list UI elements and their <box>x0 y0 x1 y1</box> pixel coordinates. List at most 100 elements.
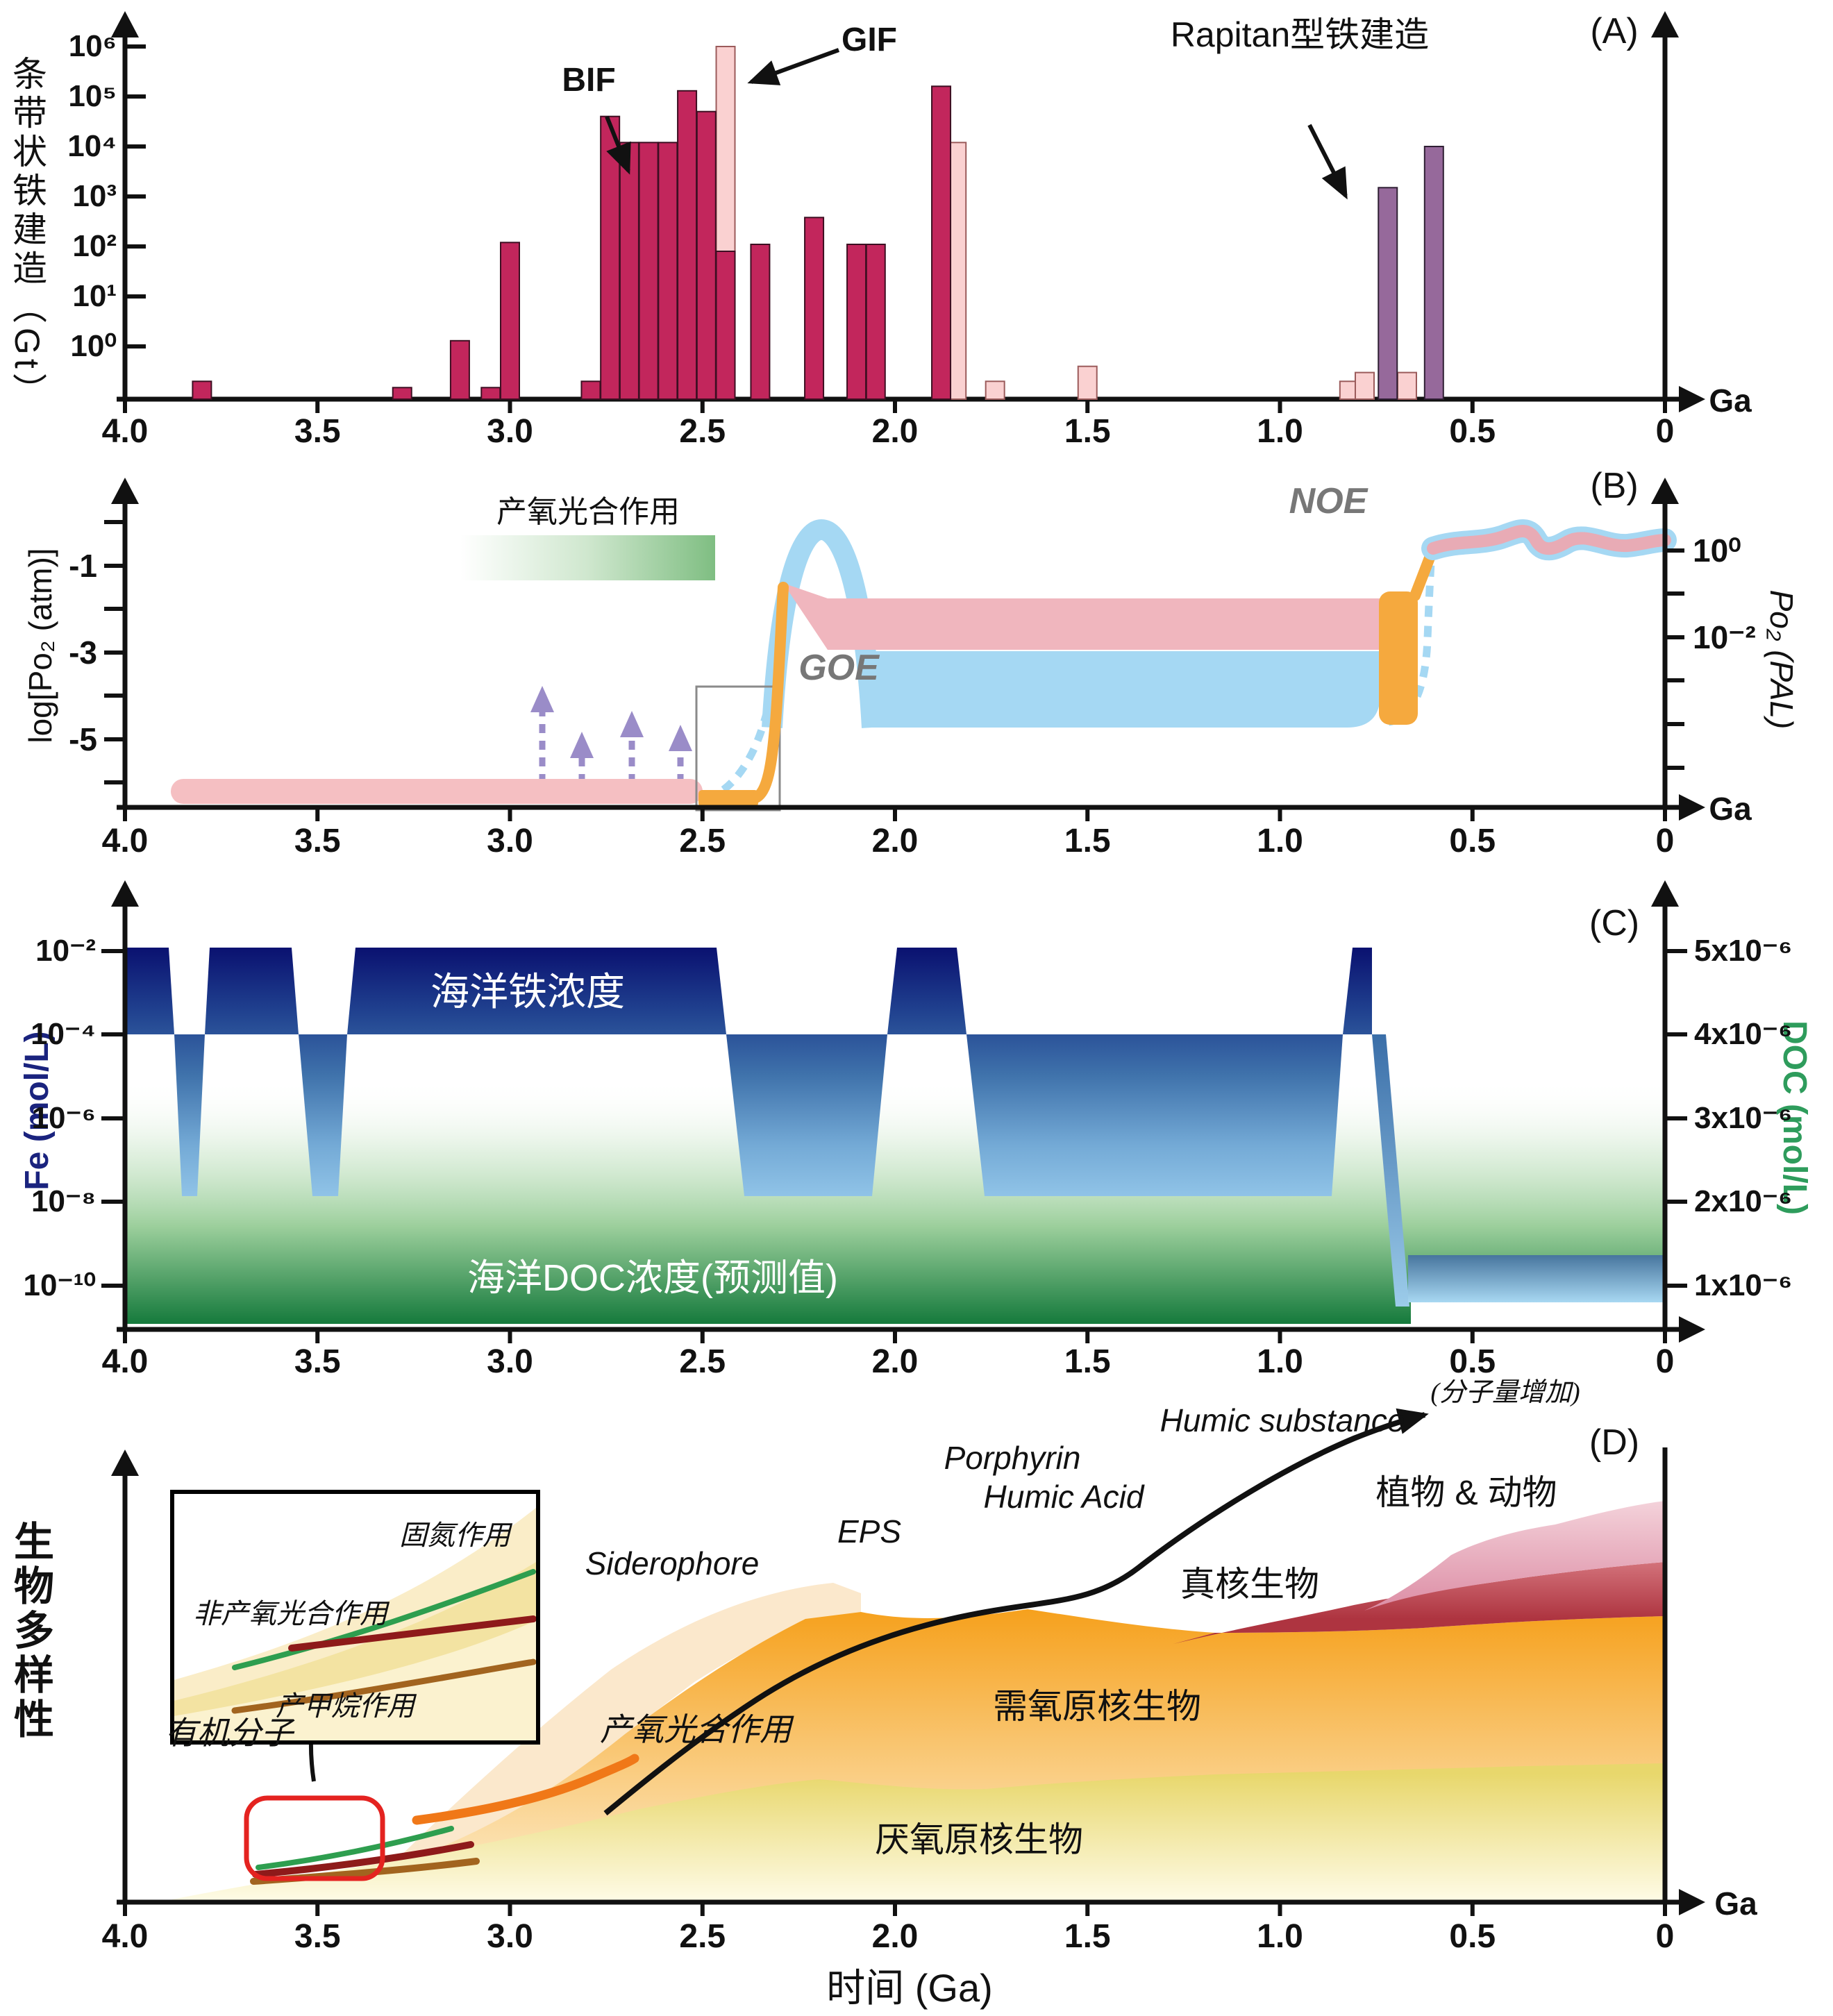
fe-wedges <box>174 1034 1343 1196</box>
b-right-tick-label: 10⁻² <box>1693 619 1756 655</box>
bif-bar <box>600 115 621 400</box>
a-y-tick-label: 10⁵ <box>68 79 117 113</box>
bif-bar <box>480 387 501 400</box>
goe-dashed-curve <box>704 673 780 803</box>
x-tick-label-c: 2.5 <box>679 1343 726 1380</box>
b-left-tick-label: -3 <box>69 635 97 671</box>
bif-bar <box>696 110 717 400</box>
x-tick-label-c: 0 <box>1655 1343 1675 1380</box>
b-right-tick-label: 10⁰ <box>1693 532 1741 569</box>
noe-orange-step <box>1379 591 1418 725</box>
x-tick-label-b: 4.0 <box>101 823 149 859</box>
goe-box <box>695 685 781 812</box>
fe-band-label: 海洋铁浓度 <box>430 970 625 1014</box>
rapitan-bar <box>1423 146 1444 400</box>
a-y-tick-label: 10³ <box>72 179 117 213</box>
panel-a-ga: Ga <box>1709 383 1752 419</box>
x-tick-label-a: 0 <box>1655 413 1675 450</box>
x-tick-label-c: 0.5 <box>1449 1343 1496 1380</box>
aerobic-label: 需氧原核生物 <box>993 1687 1201 1726</box>
x-tick-label-c: 3.0 <box>487 1343 533 1380</box>
goe-label: GOE <box>798 648 879 688</box>
a-y-tick-label: 10¹ <box>72 279 117 313</box>
bif-bar <box>192 380 212 400</box>
c-left-tick-label: 10⁻⁴ <box>31 1017 96 1051</box>
inset-n2fix-label: 固氮作用 <box>399 1520 510 1551</box>
x-tick-label-b: 3.5 <box>294 823 341 859</box>
bif-bar <box>392 387 412 400</box>
a-y-tick-label: 10⁶ <box>68 29 117 63</box>
eps-label: EPS <box>837 1513 902 1549</box>
x-tick-label-b: 1.0 <box>1257 823 1303 859</box>
bif-bar <box>715 251 736 400</box>
panel-b-ga: Ga <box>1709 791 1752 827</box>
modern-band-pink <box>1427 525 1671 555</box>
inset-green-curve <box>232 1569 536 1670</box>
x-tick-label-d: 2.5 <box>679 1918 726 1955</box>
doc-gradient-right <box>1411 1081 1665 1255</box>
bif-bar <box>580 380 601 400</box>
rapitan-arrow <box>1307 124 1348 200</box>
x-tick-label-d: 4.0 <box>101 1918 149 1955</box>
gif-bar <box>1077 365 1098 401</box>
gif-bar <box>985 380 1005 400</box>
x-tick-label-b: 0 <box>1655 823 1675 859</box>
whiff-arrows <box>539 707 684 783</box>
gif-bar <box>1354 371 1375 400</box>
x-tick-label-a: 1.5 <box>1064 413 1111 450</box>
x-tick-label-c: 1.0 <box>1257 1343 1303 1380</box>
x-tick-label-a: 2.0 <box>871 413 919 450</box>
x-tick-label-b: 2.0 <box>871 823 919 859</box>
a-y-tick-label: 10⁴ <box>67 129 117 163</box>
bif-bar <box>449 339 470 400</box>
fe-notch-gaps <box>169 948 1353 1034</box>
c-right-tick-label: 4x10⁻⁶ <box>1694 1017 1793 1051</box>
x-tick-label-a: 2.5 <box>679 413 726 450</box>
a-y-tick-label: 10² <box>72 229 117 263</box>
inset-darkred-curve <box>288 1615 536 1652</box>
fe-modern-band <box>1408 1255 1665 1302</box>
inset-anoxygenic-label: 非产氧光合作用 <box>193 1598 387 1629</box>
bif-bar <box>638 142 659 401</box>
panel-c-letter: (C) <box>1589 903 1640 943</box>
rapitan-bar <box>1378 187 1398 400</box>
red-highlight-box <box>244 1795 385 1881</box>
anaerobic-prokaryote-region <box>172 1763 1665 1902</box>
rapitan-label: Rapitan型铁建造 <box>1170 15 1430 54</box>
panel-a-y-title: 条带状铁建造（Gt） <box>8 56 47 412</box>
axes-arrowheads <box>111 11 1705 1915</box>
x-tick-label-d: 1.0 <box>1257 1918 1303 1955</box>
bif-bar <box>931 85 952 401</box>
x-tick-label-d: 0 <box>1655 1918 1675 1955</box>
x-tick-label-a: 3.0 <box>487 413 533 450</box>
time-axis-title: 时间 (Ga) <box>826 1966 993 2010</box>
bif-bar <box>677 90 698 401</box>
eukaryote-region <box>1173 1562 1665 1644</box>
siderophore-label: Siderophore <box>585 1545 760 1581</box>
gif-arrow <box>747 48 840 85</box>
x-tick-label-a: 4.0 <box>101 413 149 450</box>
bif-bar <box>804 217 825 400</box>
bif-bar <box>500 242 520 400</box>
bif-arrow <box>605 115 631 175</box>
panel-c-art <box>126 948 1665 1324</box>
c-left-tick-label: 10⁻² <box>35 934 96 968</box>
fe-neoproterozoic-dive <box>1372 1034 1409 1307</box>
x-tick-label-d: 1.5 <box>1064 1918 1111 1955</box>
x-tick-label-b: 2.5 <box>679 823 726 859</box>
x-tick-label-a: 1.0 <box>1257 413 1303 450</box>
c-right-tick-label: 2x10⁻⁶ <box>1694 1184 1793 1218</box>
x-tick-label-c: 1.5 <box>1064 1343 1111 1380</box>
noe-label: NOE <box>1289 481 1368 521</box>
x-tick-label-d: 3.5 <box>294 1918 341 1955</box>
inset-art <box>174 1508 536 1740</box>
panel-a-letter: (A) <box>1590 11 1639 51</box>
c-right-tick-label: 1x10⁻⁶ <box>1694 1268 1793 1302</box>
whiff-arrowheads <box>530 686 692 758</box>
x-tick-label-b: 1.5 <box>1064 823 1111 859</box>
eukaryote-label: 真核生物 <box>1180 1565 1319 1604</box>
inset-brown-curve <box>231 1658 536 1714</box>
proterozoic-pink-band <box>783 583 1389 650</box>
panel-d-letter: (D) <box>1589 1422 1640 1463</box>
